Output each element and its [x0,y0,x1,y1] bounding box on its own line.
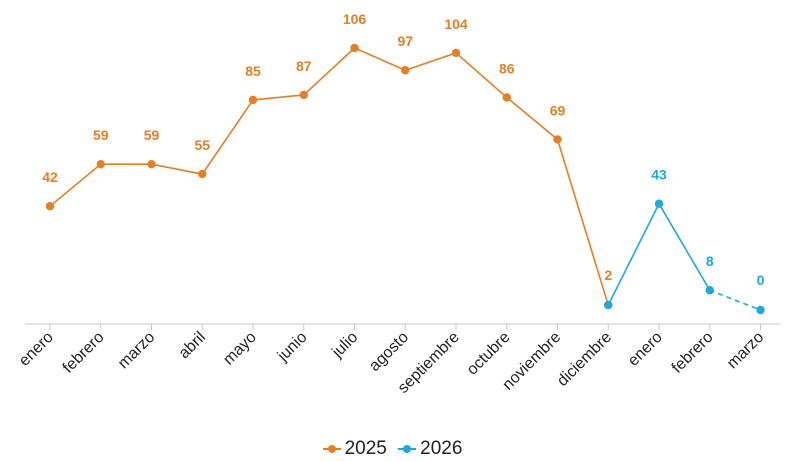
series-2026-point [604,300,613,310]
series-2025-segment [506,96,559,141]
series-2026-segment [658,203,711,291]
data-label: 87 [296,58,312,74]
series-2025-point [147,159,156,169]
legend-item-2025[interactable]: 2025 [322,437,387,461]
series-2025-segment [252,94,304,101]
x-tick-label: marzo [115,329,159,373]
data-label: 59 [144,127,160,143]
series-2025-point [350,43,359,53]
series-2025-segment [556,139,610,306]
series-2025-segment [455,52,508,99]
data-label: 42 [42,169,58,185]
x-tick-label: octubre [464,329,514,379]
data-label: 97 [397,33,413,49]
legend-swatch-2025 [322,444,341,454]
x-tick-label: junio [274,329,311,366]
legend-label-2025: 2025 [344,438,387,459]
series-2026-point [705,286,714,295]
data-points [45,43,765,315]
x-tick-label: mayo [220,329,260,369]
x-tick-label: diciembre [554,329,615,390]
x-tick-label: agosto [366,329,412,375]
data-label: 106 [343,11,367,27]
data-labels: 42 59 59 55 85 87 106 97 104 86 69 2 43 8 0 [42,11,764,288]
series-2025-point [248,95,258,105]
x-tick-label: febrero [669,329,717,377]
series-2025-point [299,90,308,100]
data-label: 69 [550,102,566,118]
legend-swatch-2026 [398,444,417,454]
series-2025-segment [49,163,102,207]
x-tick-label: febrero [60,329,108,377]
data-label: 2 [604,267,612,283]
x-tick-labels: enero febrero marzo abril mayo junio julio agos… [16,329,768,397]
series-2025-point [553,135,562,144]
x-tick-label: julio [328,329,361,362]
series-2025-point [198,169,207,179]
data-label: 59 [93,127,109,143]
x-axis [25,323,781,330]
series-2026-point [654,199,664,208]
data-label: 43 [651,167,667,183]
series-2025-point [451,48,461,58]
series-2025-point [502,93,511,102]
x-tick-label: abril [176,329,209,362]
data-label: 86 [499,60,515,76]
x-tick-label: enero [16,329,57,370]
data-label: 104 [444,16,468,32]
series-2025-segment [303,47,356,96]
series-lines [49,47,761,311]
series-2025-point [45,201,55,211]
series-2025-point [96,159,105,169]
series-2025-segment [404,52,457,72]
series-2026-segment [709,289,761,311]
series-2026-point [756,305,765,315]
legend: 2025 2026 [0,437,785,461]
series-2026-segment [607,203,660,306]
series-2025-segment [354,47,406,71]
x-tick-label: marzo [724,329,768,373]
series-2025-segment [151,163,203,175]
data-label: 85 [245,63,261,79]
data-label: 0 [757,272,765,288]
series-2025-point [401,66,410,75]
legend-label-2026: 2026 [420,438,463,459]
legend-item-2026[interactable]: 2026 [398,437,462,461]
x-tick-label: enero [625,329,666,370]
data-label: 8 [706,253,714,269]
series-2025-segment [201,99,254,175]
data-label: 55 [194,137,210,153]
